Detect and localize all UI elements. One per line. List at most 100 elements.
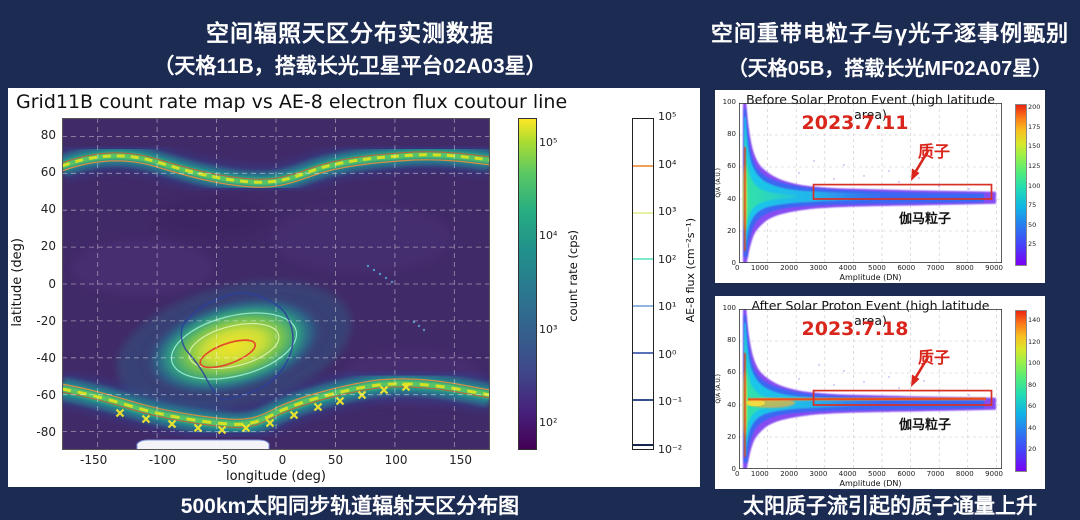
tick-label: 9000 (985, 470, 1003, 478)
tick-label: 120 (1028, 337, 1041, 346)
tick-label: 9000 (985, 264, 1003, 272)
sky-map-figure-title: Grid11B count rate map vs AE-8 electron … (16, 91, 568, 113)
tick-label: 80 (40, 128, 56, 142)
density-colorbar-ticks: 25 50 75 100 125 150 175 200 (1028, 104, 1042, 248)
tick-label: 100 (1028, 181, 1041, 190)
density-cyan (744, 117, 881, 250)
tick-label: 10² (658, 252, 677, 266)
tick-label: -40 (36, 350, 56, 365)
tick-label: 2000 (780, 470, 799, 478)
tick-label: 50 (327, 453, 344, 467)
tick-label: 60 (727, 162, 736, 171)
tick-label: 40 (40, 202, 56, 217)
contour-line-1e0 (633, 352, 653, 354)
tick-label: 4000 (838, 264, 857, 272)
tick-label: 0 (731, 464, 736, 473)
scatter-y-axis-label: Q/A (A.U.) (715, 168, 722, 198)
contour-line-1e-2 (633, 444, 653, 446)
plot-gridlines (739, 103, 1002, 263)
tick-label: 200 (1028, 103, 1041, 111)
tick-label: 100 (1028, 359, 1041, 368)
proton-band-box (812, 183, 993, 200)
right-panel-subtitle: （天格05B，搭载长光MF02A07星） (727, 58, 1053, 80)
tick-label: -100 (148, 453, 176, 467)
density-colorbar (1015, 104, 1027, 266)
proton-ridge-line (747, 397, 987, 401)
tick-label: 10² (539, 415, 558, 429)
tick-label: 8000 (955, 264, 974, 272)
tick-label: 40 (1028, 423, 1037, 432)
before-spe-plot-area (739, 103, 1002, 263)
date-annotation: 2023.7.11 (801, 112, 909, 134)
right-panel-title: 空间重带电粒子与γ光子逐事例甄别 (710, 21, 1070, 46)
tick-label: 1000 (750, 264, 769, 272)
tick-label: 10⁴ (658, 157, 677, 171)
left-panel-title: 空间辐照天区分布实测数据 (206, 20, 494, 46)
tick-label: 5000 (868, 264, 886, 272)
tick-label: 10¹ (658, 300, 677, 314)
tick-label: 5000 (868, 470, 886, 478)
tick-label: 25 (1028, 240, 1037, 249)
tick-label: 175 (1028, 122, 1041, 131)
sky-map-plot-area (62, 118, 490, 450)
tick-label: 60 (40, 165, 56, 180)
no-data-notch (136, 439, 270, 450)
tick-label: 80 (727, 336, 736, 345)
tick-label: 100 (384, 453, 408, 467)
tick-label: 20 (40, 239, 56, 254)
tick-label: 10⁴ (539, 229, 558, 243)
tick-label: -20 (36, 313, 56, 328)
tick-label: 10³ (658, 205, 677, 219)
tick-label: 0 (278, 453, 287, 467)
gamma-label: 伽马粒子 (899, 211, 952, 226)
tick-label: 140 (1028, 316, 1041, 324)
saa-blue-contour (180, 292, 294, 401)
after-spe-density-scatter (739, 309, 1002, 469)
contour-line-1e1 (633, 305, 653, 307)
dot-trails (366, 264, 426, 332)
density-red-core (744, 147, 746, 251)
tick-label: 6000 (897, 470, 916, 478)
after-spe-figure: After Solar Proton Event (high latitude … (715, 296, 1045, 489)
tick-label: 100 (722, 304, 736, 312)
tick-label: 1000 (750, 470, 769, 478)
tick-label: 20 (727, 432, 736, 441)
tick-label: -80 (36, 425, 56, 439)
sparse-dots (798, 364, 970, 396)
scatter-x-axis-label: Amplitude (DN) (839, 479, 902, 488)
sky-map-figure: Grid11B count rate map vs AE-8 electron … (8, 88, 700, 487)
before-spe-density-scatter (739, 103, 1002, 263)
density-red-core (744, 353, 746, 457)
scatter-x-axis-label: Amplitude (DN) (839, 273, 902, 282)
count-rate-colorbar-label: count rate (cps) (566, 230, 580, 322)
contour-line-1e4 (633, 165, 653, 167)
tick-label: 0 (735, 470, 740, 478)
tick-label: 0 (48, 276, 56, 291)
right-caption: 太阳质子流引起的质子通量上升 (743, 495, 1037, 518)
scatter-x-ticks: 0 1000 2000 3000 4000 5000 6000 7000 8000 9000 (735, 265, 1003, 272)
tick-label: 0 (731, 258, 736, 267)
contour-line-1e3 (633, 212, 653, 214)
tick-label: 2000 (780, 264, 799, 272)
tick-label: 10⁻² (658, 442, 683, 456)
tick-label: 60 (727, 368, 736, 377)
left-caption: 500km太阳同步轨道辐射天区分布图 (180, 495, 520, 518)
density-colorbar-ticks: 20 40 60 80 100 120 140 (1028, 317, 1042, 453)
left-panel-subtitle: （天格11B，搭载长光卫星平台02A03星） (153, 55, 547, 78)
tick-label: 20 (1028, 445, 1037, 454)
tick-label: 50 (1028, 220, 1037, 229)
tick-label: 100 (722, 98, 736, 106)
tick-label: 40 (727, 400, 736, 409)
tick-label: -50 (217, 453, 238, 467)
tick-label: 10⁻¹ (658, 395, 683, 409)
sky-map-heatmap (62, 118, 490, 450)
count-rate-colorbar (518, 118, 537, 450)
ae8-flux-legend-bar (632, 118, 654, 450)
tick-label: 7000 (926, 470, 945, 478)
contour-line-1e-1 (633, 399, 653, 401)
tick-label: 60 (1028, 402, 1037, 411)
tick-label: 4000 (838, 470, 857, 478)
tick-label: 3000 (809, 264, 828, 272)
before-spe-figure: Before Solar Proton Event (high latitude… (715, 90, 1045, 283)
map-y-ticks: -80 -60 -40 -20 0 20 40 60 80 (22, 129, 56, 438)
